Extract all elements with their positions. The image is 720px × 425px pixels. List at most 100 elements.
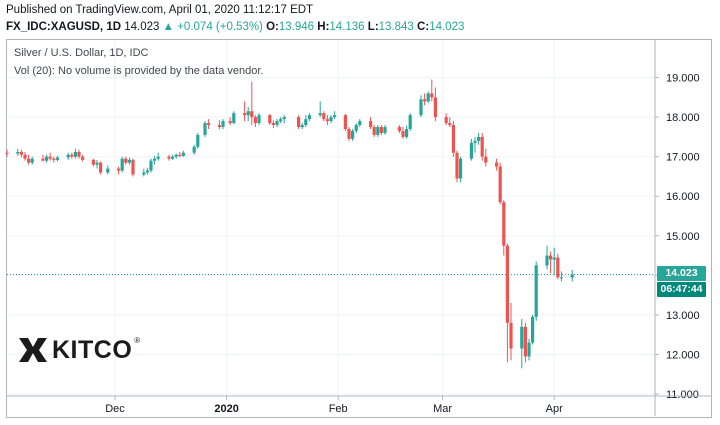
- x-tick-label: Apr: [546, 403, 563, 415]
- candle-body: [45, 156, 49, 161]
- candle-body: [232, 113, 236, 124]
- candle-body: [178, 154, 182, 156]
- candle-body: [181, 152, 185, 156]
- candle-body: [343, 115, 347, 129]
- y-tick-label: 16.000: [666, 191, 700, 203]
- y-tick-label: 11.000: [666, 389, 699, 401]
- candle-body: [433, 97, 437, 118]
- candle-body: [505, 245, 509, 323]
- close-value: 14.023: [429, 21, 465, 33]
- chart-frame[interactable]: [6, 39, 712, 418]
- candle-body: [192, 146, 196, 153]
- candle-body: [41, 158, 45, 161]
- candle-body: [271, 123, 275, 126]
- quote-line: FX_IDC:XAGUSD, 1D 14.023 ▲ +0.074 (+0.53…: [6, 21, 464, 33]
- candle-body: [253, 117, 257, 124]
- candle-body: [156, 156, 160, 159]
- candle-body: [297, 117, 301, 128]
- candle-body: [358, 121, 362, 126]
- kitco-emblem-icon: [19, 338, 47, 362]
- candle-body: [502, 202, 506, 246]
- price-change: +0.074 (+0.53%): [177, 21, 263, 33]
- candle-body: [19, 151, 23, 155]
- candle-body: [556, 257, 560, 278]
- candle-body: [325, 119, 329, 122]
- candle-body: [207, 123, 211, 126]
- candle-body: [250, 111, 254, 118]
- candle-body: [419, 99, 423, 116]
- y-tick-label: 12.000: [666, 349, 700, 361]
- candle-body: [480, 136, 484, 157]
- candle-body: [66, 154, 70, 158]
- candle-body: [527, 342, 531, 357]
- candle-body: [509, 322, 513, 349]
- high-value: 14.136: [329, 21, 365, 33]
- candle-body: [322, 113, 326, 120]
- candle-body: [257, 115, 261, 124]
- candle-body: [81, 156, 85, 160]
- candle-body: [534, 265, 538, 317]
- y-tick-label: 19.000: [666, 73, 700, 85]
- candle-body: [217, 125, 221, 128]
- candle-body: [444, 117, 448, 124]
- candle-body: [430, 93, 434, 98]
- candle-body: [120, 158, 124, 171]
- last-price: 14.023: [124, 21, 160, 33]
- candle-body: [307, 115, 311, 120]
- candle-body: [369, 121, 373, 128]
- x-tick-label: Dec: [105, 403, 125, 415]
- candle-body: [459, 158, 463, 179]
- candle-body: [559, 277, 563, 279]
- candle-body: [228, 121, 232, 124]
- candle-body: [131, 159, 135, 175]
- candle-body: [397, 127, 401, 131]
- candle-body: [95, 162, 99, 165]
- candle-body: [405, 129, 409, 137]
- candle-body: [77, 151, 81, 157]
- candle-body: [174, 154, 178, 157]
- candle-body: [552, 257, 556, 260]
- open-label: O:: [266, 21, 279, 33]
- x-tick-label: 2020: [214, 403, 238, 415]
- candle-body: [347, 129, 351, 139]
- candle-body: [570, 274, 574, 278]
- candle-body: [91, 159, 95, 165]
- countdown-tag: 06:47:44: [657, 282, 706, 298]
- candle-body: [351, 130, 355, 139]
- candle-body: [379, 127, 383, 133]
- candle-body: [401, 130, 405, 137]
- kitco-logo: KITCO ®: [18, 336, 140, 364]
- candle-body: [549, 255, 553, 260]
- candle-body: [495, 162, 499, 167]
- candle-body: [167, 156, 171, 159]
- candle-body: [455, 152, 459, 179]
- candle-body: [426, 93, 430, 102]
- candle-body: [318, 113, 322, 116]
- candle-body: [469, 142, 473, 159]
- candle-body: [124, 158, 128, 163]
- y-tick-label: 18.000: [666, 112, 700, 124]
- candle-body: [282, 117, 286, 120]
- candle-body: [221, 121, 225, 128]
- open-value: 13.946: [278, 21, 315, 33]
- low-label: L:: [367, 21, 379, 33]
- candle-body: [5, 152, 9, 154]
- candle-body: [70, 154, 74, 157]
- candle-body: [408, 115, 412, 129]
- candle-body: [300, 125, 304, 128]
- candle-body: [246, 111, 250, 116]
- y-tick-label: 15.000: [666, 231, 700, 243]
- candle-body: [99, 162, 103, 173]
- candle-body: [106, 168, 110, 173]
- chart-title: Silver / U.S. Dollar, 1D, IDC: [14, 47, 149, 59]
- candle-body: [268, 115, 272, 124]
- candle-body: [142, 172, 146, 175]
- candle-body: [451, 125, 455, 153]
- kitco-registered-mark: ®: [134, 336, 141, 345]
- candle-body: [153, 158, 157, 161]
- candle-body: [423, 99, 427, 102]
- x-tick-label: Feb: [329, 403, 348, 415]
- candle-body: [304, 119, 308, 126]
- candle-body: [523, 326, 527, 357]
